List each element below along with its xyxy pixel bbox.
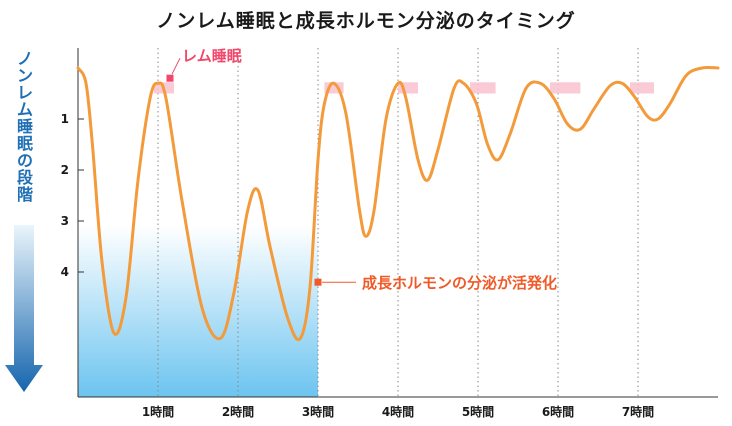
- chart-title: ノンレム睡眠と成長ホルモン分泌のタイミング: [156, 10, 576, 32]
- rem-band: [324, 82, 344, 94]
- sleep-stage-curve: [76, 65, 720, 342]
- rem-band: [398, 82, 418, 94]
- rem-band: [630, 82, 654, 94]
- gh-annotation-label: 成長ホルモンの分泌が活発化: [362, 274, 557, 292]
- x-tick-label: 6時間: [542, 404, 574, 419]
- x-tick-label: 3時間: [302, 404, 334, 419]
- y-tick-label: 1: [61, 112, 69, 126]
- y-tick-label: 4: [61, 265, 69, 279]
- growth-hormone-region: [78, 226, 318, 397]
- annotation-marker: [166, 74, 174, 82]
- y-tick-label: 2: [61, 163, 69, 177]
- x-tick-label: 2時間: [222, 404, 254, 419]
- rem-annotation-label: レム睡眠: [182, 47, 242, 65]
- x-tick-label: 1時間: [142, 404, 174, 419]
- x-tick-label: 4時間: [382, 404, 414, 419]
- y-tick-label: 3: [61, 214, 69, 228]
- rem-band: [470, 82, 496, 94]
- x-tick-label: 7時間: [622, 404, 654, 419]
- annotation-leader: [171, 57, 181, 75]
- y-axis-label: ノンレム睡眠の段階: [16, 49, 33, 204]
- annotation-marker: [314, 278, 322, 286]
- rem-band: [550, 82, 581, 94]
- x-tick-label: 5時間: [462, 404, 494, 419]
- depth-arrow-icon: [5, 225, 43, 392]
